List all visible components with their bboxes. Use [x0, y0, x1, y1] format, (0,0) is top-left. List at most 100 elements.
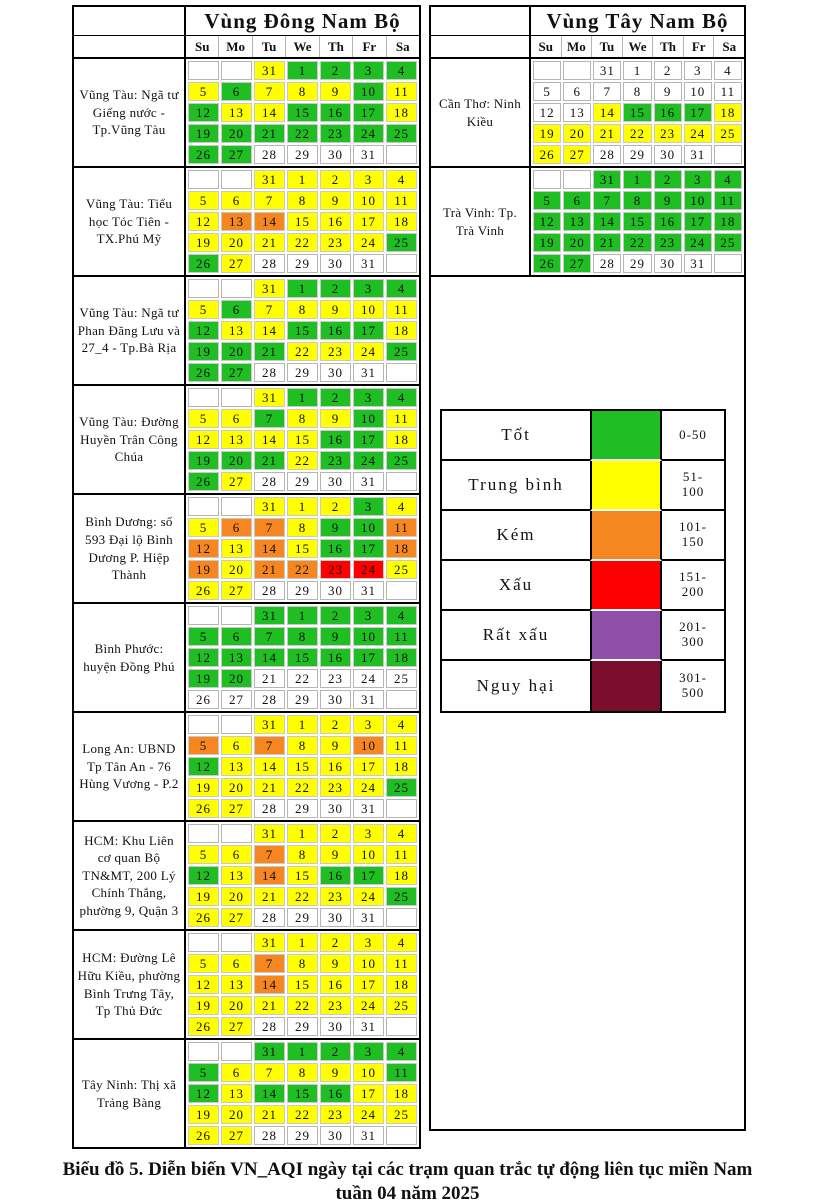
aqi-day-cell: 7 — [254, 409, 285, 428]
station-row: Vũng Tàu: Đường Huyền Trân Công Chúa 31 1 2… — [74, 384, 419, 493]
aqi-day-cell: 3 — [353, 388, 384, 407]
aqi-day-cell: 29 — [287, 363, 318, 382]
aqi-day-cell: 22 — [287, 451, 318, 470]
aqi-day-cell: 25 — [386, 124, 417, 143]
aqi-day-cell: 9 — [320, 82, 351, 101]
aqi-day-cell: 14 — [254, 866, 285, 885]
aqi-day-cell: 10 — [353, 518, 384, 537]
legend-label: Xấu — [442, 561, 590, 611]
aqi-day-cell: 24 — [353, 560, 384, 579]
aqi-day-cell: 12 — [533, 103, 562, 122]
aqi-day-cell: 13 — [221, 866, 252, 885]
aqi-day-cell: 23 — [653, 233, 682, 252]
aqi-day-cell: 21 — [254, 778, 285, 797]
aqi-day-cell: 5 — [188, 300, 219, 319]
day-header-we: We — [285, 36, 318, 57]
calendar-grid: 31 1 2 3 4 5 6 7 8 9 10 11 12 13 14 15 16 17 18 19 20 21 22 23 2… — [186, 604, 419, 711]
aqi-day-cell: 28 — [254, 472, 285, 491]
aqi-day-cell: 16 — [320, 430, 351, 449]
aqi-day-cell: 21 — [254, 669, 285, 688]
aqi-day-cell: 25 — [386, 560, 417, 579]
blank-cell — [533, 61, 562, 80]
aqi-day-cell: 6 — [221, 518, 252, 537]
calendar-grid: 31 1 2 3 4 5 6 7 8 9 10 11 12 13 14 15 16 17 18 19 20 21 22 23 2… — [531, 59, 744, 166]
aqi-day-cell: 25 — [386, 887, 417, 906]
caption-line-1: Biểu đồ 5. Diễn biến VN_AQI ngày tại các… — [62, 1159, 753, 1180]
aqi-day-cell: 27 — [221, 690, 252, 709]
aqi-day-cell: 23 — [320, 560, 351, 579]
aqi-day-cell: 8 — [287, 518, 318, 537]
day-header-th: Th — [318, 36, 352, 57]
aqi-day-cell: 7 — [593, 191, 622, 210]
aqi-day-cell: 13 — [221, 321, 252, 340]
legend-range: 301- 500 — [679, 670, 707, 700]
aqi-day-cell: 12 — [188, 648, 219, 667]
station-label: Bình Dương: số 593 Đại lộ Bình Dương P. … — [74, 495, 186, 602]
aqi-day-cell: 5 — [533, 191, 562, 210]
aqi-day-cell: 23 — [653, 124, 682, 143]
aqi-day-cell: 29 — [287, 1126, 318, 1145]
aqi-day-cell: 29 — [623, 254, 652, 273]
aqi-day-cell: 31 — [353, 254, 384, 273]
blank-cell — [386, 908, 417, 927]
legend-color-swatch — [590, 611, 662, 661]
aqi-day-cell: 28 — [254, 1126, 285, 1145]
day-header-su: Su — [538, 39, 554, 54]
aqi-day-cell: 14 — [593, 103, 622, 122]
aqi-day-cell: 31 — [254, 170, 285, 189]
aqi-day-cell: 27 — [221, 1126, 252, 1145]
aqi-day-cell: 11 — [386, 82, 417, 101]
legend-color-swatch — [590, 461, 662, 511]
aqi-day-cell: 21 — [254, 124, 285, 143]
aqi-day-cell: 31 — [254, 933, 285, 952]
calendar-grid: 31 1 2 3 4 5 6 7 8 9 10 11 12 13 14 15 16 17 18 19 20 21 22 23 2… — [186, 713, 419, 820]
blank-cell — [386, 145, 417, 164]
legend-range: 101- 150 — [662, 511, 724, 561]
aqi-day-cell: 24 — [353, 669, 384, 688]
aqi-day-cell: 17 — [353, 103, 384, 122]
blank-cell — [221, 61, 252, 80]
aqi-day-cell: 22 — [287, 342, 318, 361]
aqi-day-cell: 15 — [287, 212, 318, 231]
station-label: Vũng Tàu: Ngã tư Phan Đăng Lưu và 27_4 -… — [74, 277, 186, 384]
aqi-day-cell: 7 — [254, 845, 285, 864]
aqi-day-cell: 8 — [287, 1063, 318, 1082]
aqi-day-cell: 16 — [320, 1084, 351, 1103]
legend-label: Trung bình — [442, 461, 590, 511]
station-row: Cần Thơ: Ninh Kiều 31 1 2 3 4 5 6 7 8 9 10 11 12 13 14 1… — [431, 59, 744, 166]
aqi-day-cell: 25 — [386, 669, 417, 688]
aqi-day-cell: 30 — [320, 908, 351, 927]
aqi-day-cell: 12 — [188, 975, 219, 994]
aqi-day-cell: 29 — [287, 145, 318, 164]
calendar-grid: 31 1 2 3 4 5 6 7 8 9 10 11 12 13 14 15 16 17 18 19 20 21 22 23 2… — [186, 59, 419, 166]
calendar-grid: 31 1 2 3 4 5 6 7 8 9 10 11 12 13 14 15 16 17 18 19 20 21 22 23 2… — [531, 168, 744, 275]
legend-row: Nguy hại 301- 500 — [442, 661, 724, 711]
station-row: Vũng Tàu: Tiểu học Tóc Tiên - TX.Phú Mỹ 3… — [74, 166, 419, 275]
aqi-day-cell: 27 — [221, 145, 252, 164]
aqi-day-cell: 27 — [221, 363, 252, 382]
aqi-day-cell: 7 — [254, 954, 285, 973]
aqi-day-cell: 18 — [386, 1084, 417, 1103]
aqi-day-cell: 9 — [320, 518, 351, 537]
aqi-day-cell: 28 — [254, 799, 285, 818]
station-label: HCM: Khu Liên cơ quan Bộ TN&MT, 200 Lý C… — [74, 822, 186, 929]
aqi-day-cell: 8 — [287, 300, 318, 319]
aqi-day-cell: 20 — [563, 124, 592, 143]
aqi-day-cell: 4 — [386, 170, 417, 189]
aqi-day-cell: 31 — [683, 145, 712, 164]
aqi-day-cell: 6 — [563, 82, 592, 101]
aqi-day-cell: 11 — [713, 82, 742, 101]
aqi-day-cell: 6 — [221, 845, 252, 864]
aqi-day-cell: 28 — [254, 145, 285, 164]
aqi-day-cell: 31 — [353, 472, 384, 491]
aqi-day-cell: 10 — [683, 82, 712, 101]
region-title: Vùng Tây Nam Bộ — [546, 9, 729, 33]
aqi-day-cell: 26 — [533, 254, 562, 273]
aqi-day-cell: 1 — [287, 279, 318, 298]
aqi-day-cell: 10 — [353, 1063, 384, 1082]
aqi-day-cell: 12 — [188, 103, 219, 122]
station-row: Tây Ninh: Thị xã Trảng Bàng 31 1 2 3 4 5 6 7 8 9 10… — [74, 1038, 419, 1147]
aqi-day-cell: 26 — [188, 472, 219, 491]
aqi-day-cell: 20 — [221, 669, 252, 688]
aqi-day-cell: 24 — [683, 233, 712, 252]
